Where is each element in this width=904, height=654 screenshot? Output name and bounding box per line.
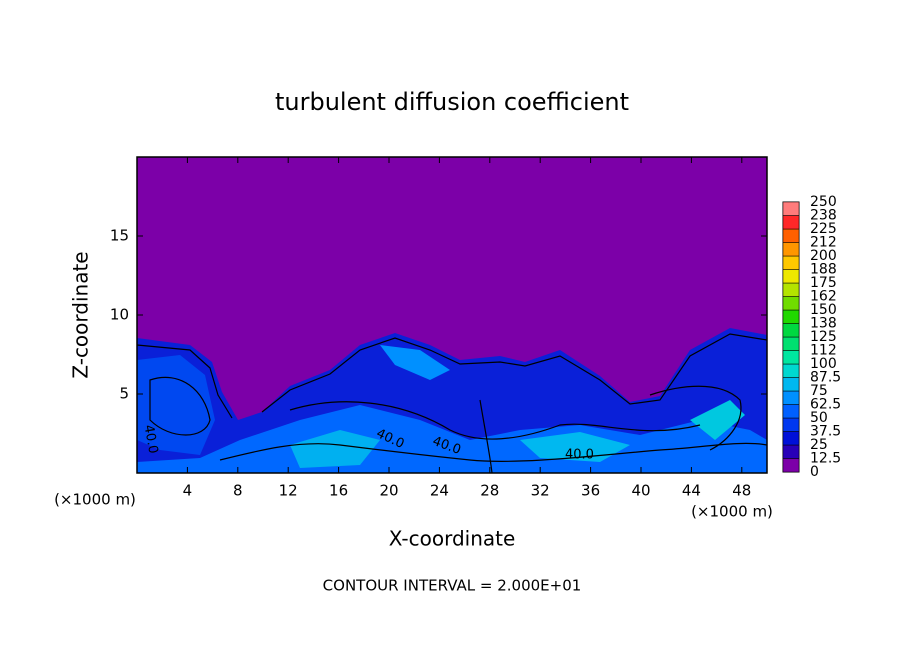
x-tick-label: 4 bbox=[183, 482, 193, 500]
colorbar-box bbox=[782, 336, 800, 351]
x-tick-label: 20 bbox=[379, 482, 398, 500]
colorbar-box bbox=[782, 417, 800, 432]
colorbar-label: 175 bbox=[810, 275, 837, 291]
colorbar-label: 62.5 bbox=[810, 397, 841, 413]
chart-title: turbulent diffusion coefficient bbox=[275, 88, 629, 116]
contour-line bbox=[289, 401, 701, 440]
contour-line bbox=[219, 442, 768, 462]
y-axis-label: Z-coordinate bbox=[69, 251, 93, 378]
colorbar-label: 238 bbox=[810, 208, 837, 224]
colorbar-label: 200 bbox=[810, 248, 837, 264]
field-patch bbox=[520, 432, 630, 462]
colorbar-box bbox=[782, 282, 800, 297]
colorbar-box bbox=[782, 296, 800, 311]
colorbar-label: 138 bbox=[810, 316, 837, 332]
colorbar-box bbox=[782, 431, 800, 446]
x-unit-label: (×1000 m) bbox=[691, 503, 773, 521]
x-tick-label: 40 bbox=[631, 482, 650, 500]
x-tick-label: 24 bbox=[430, 482, 449, 500]
contour-label: 40.0 bbox=[141, 424, 161, 455]
field-patch bbox=[137, 355, 215, 455]
colorbar-box bbox=[782, 404, 800, 419]
x-unit-label: (×1000 m) bbox=[54, 491, 136, 509]
colorbar-box bbox=[782, 201, 800, 216]
y-tick-label: 10 bbox=[110, 306, 129, 324]
x-tick-label: 48 bbox=[732, 482, 751, 500]
colorbar-box bbox=[782, 269, 800, 284]
annotation: CONTOUR INTERVAL = 2.000E+01 bbox=[323, 577, 582, 595]
colorbar-box bbox=[782, 242, 800, 257]
colorbar-label: 50 bbox=[810, 410, 828, 426]
colorbar-box bbox=[782, 377, 800, 392]
colorbar-box bbox=[782, 323, 800, 338]
field-patch bbox=[690, 400, 745, 440]
field-patch bbox=[380, 345, 450, 380]
x-tick-label: 12 bbox=[279, 482, 298, 500]
x-tick-label: 16 bbox=[329, 482, 348, 500]
colorbar-label: 162 bbox=[810, 289, 837, 305]
colorbar-box bbox=[782, 309, 800, 324]
colorbar-label: 37.5 bbox=[810, 424, 841, 440]
y-tick-label: 5 bbox=[119, 385, 129, 403]
colorbar-box bbox=[782, 363, 800, 378]
y-tick-label: 15 bbox=[110, 227, 129, 245]
colorbar-box bbox=[782, 228, 800, 243]
x-tick-label: 44 bbox=[682, 482, 701, 500]
colorbar-label: 0 bbox=[810, 464, 819, 480]
contour-line bbox=[136, 333, 768, 419]
colorbar-label: 188 bbox=[810, 262, 837, 278]
contour-line bbox=[479, 399, 493, 474]
colorbar-label: 125 bbox=[810, 329, 837, 345]
colorbar-box bbox=[782, 350, 800, 365]
colorbar-label: 150 bbox=[810, 302, 837, 318]
colorbar-label: 250 bbox=[810, 194, 837, 210]
x-axis-label: X-coordinate bbox=[389, 527, 516, 551]
field: 40.0 40.0 40.0 40.0 bbox=[136, 157, 768, 474]
colorbar-label: 75 bbox=[810, 383, 828, 399]
colorbar-box bbox=[782, 215, 800, 230]
colorbar-box bbox=[782, 390, 800, 405]
colorbar-box bbox=[782, 255, 800, 270]
colorbar-box bbox=[782, 444, 800, 459]
contour-label: 40.0 bbox=[565, 448, 594, 463]
x-tick-label: 8 bbox=[233, 482, 243, 500]
colorbar-label: 87.5 bbox=[810, 370, 841, 386]
colorbar-label: 12.5 bbox=[810, 451, 841, 467]
colorbar-label: 112 bbox=[810, 343, 837, 359]
colorbar-label: 25 bbox=[810, 437, 828, 453]
colorbar-box bbox=[782, 458, 800, 473]
x-tick-label: 32 bbox=[531, 482, 550, 500]
x-tick-label: 28 bbox=[480, 482, 499, 500]
colorbar-label: 225 bbox=[810, 221, 837, 237]
colorbar-label: 100 bbox=[810, 356, 837, 372]
field-patch bbox=[290, 430, 380, 468]
x-tick-label: 36 bbox=[581, 482, 600, 500]
contour-line bbox=[149, 376, 211, 436]
contour-line bbox=[649, 385, 742, 451]
colorbar-label: 212 bbox=[810, 235, 837, 251]
